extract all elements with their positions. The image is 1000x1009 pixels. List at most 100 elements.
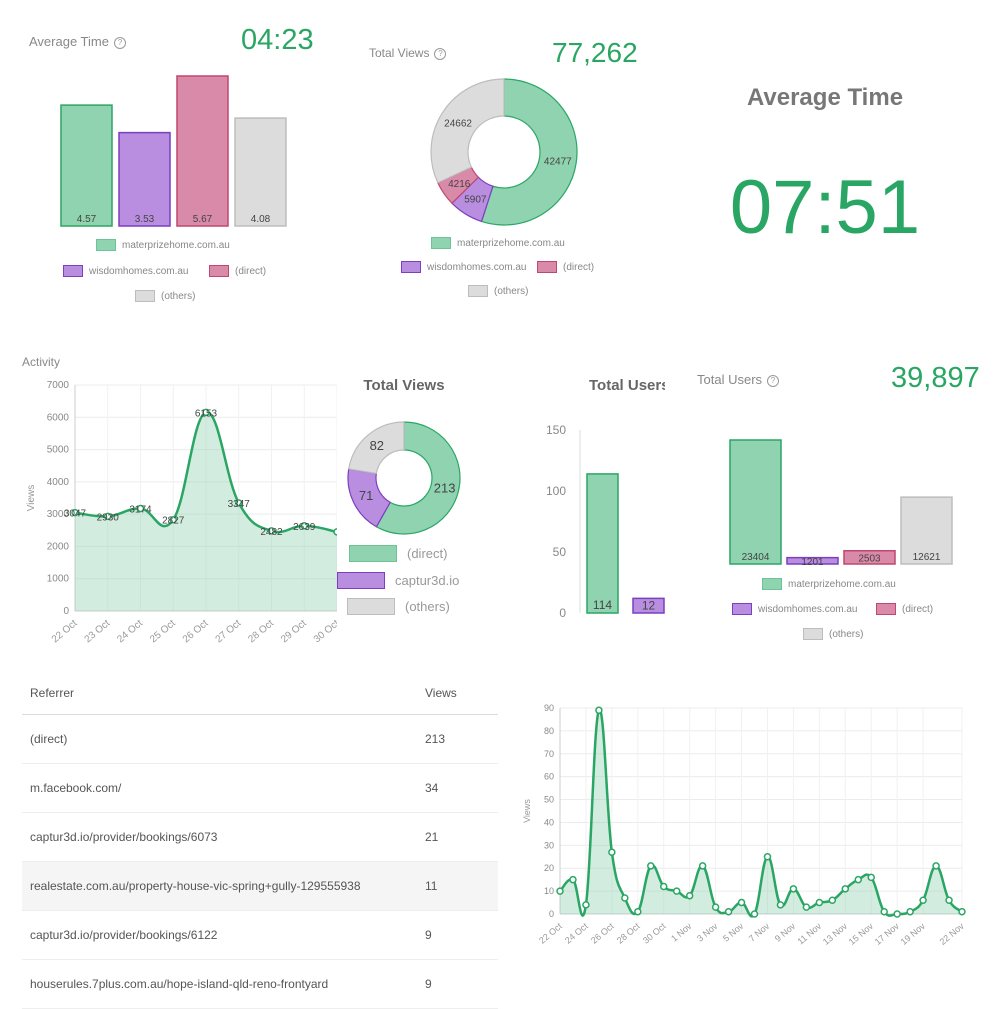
legend-swatch-materprize	[762, 578, 782, 590]
legend-item-wisdomhomes[interactable]: wisdomhomes.com.au	[401, 261, 526, 273]
bar-value-label: 1201	[801, 557, 824, 568]
data-point	[724, 907, 733, 916]
x-tick-label: 27 Oct	[214, 618, 244, 646]
views-header[interactable]: Views	[424, 672, 498, 715]
legend-item-others[interactable]: (others)	[347, 598, 450, 615]
y-tick-label: 100	[546, 484, 566, 498]
x-tick-label: 30 Oct	[312, 618, 337, 646]
legend-item-direct[interactable]: (direct)	[209, 265, 266, 277]
bar	[60, 104, 113, 227]
views-cell: 213	[424, 714, 498, 764]
legend-item-direct[interactable]: (direct)	[349, 545, 447, 562]
pie-value-label: 71	[359, 488, 373, 503]
x-tick-label: 7 Nov	[747, 921, 772, 944]
pie-value-label: 82	[370, 438, 384, 453]
data-point	[235, 499, 243, 507]
data-point	[828, 896, 837, 905]
y-tick-label: 4000	[47, 477, 70, 488]
legend-label: wisdomhomes.com.au	[758, 603, 858, 615]
referrer-header[interactable]: Referrer	[22, 672, 424, 715]
data-point	[71, 508, 79, 517]
y-tick-label: 7000	[47, 380, 70, 391]
legend-label: materprizehome.com.au	[788, 578, 896, 590]
legend-label: (others)	[829, 628, 864, 640]
bar	[900, 496, 953, 565]
data-value-label: 2639	[293, 522, 316, 533]
table-row[interactable]: houserules.7plus.com.au/hope-island-qld-…	[22, 959, 498, 1009]
avg-time-bar-chart: 4.57 3.53 5.67 4.08	[60, 75, 287, 227]
data-point	[267, 527, 276, 535]
avg-time-big-title: Average Time	[746, 84, 904, 111]
y-tick-label: 70	[544, 749, 554, 759]
table-row[interactable]: captur3d.io/provider/bookings/6073 21	[22, 812, 498, 862]
data-point	[763, 853, 772, 861]
data-point	[621, 894, 629, 902]
bar	[176, 75, 229, 227]
legend-swatch-wisdomhomes	[401, 261, 421, 273]
bar-value-label: 4.57	[77, 214, 97, 225]
table-row[interactable]: (direct) 213	[22, 714, 498, 764]
legend-item-captur3d[interactable]: captur3d.io	[337, 572, 459, 589]
legend-item-materprize[interactable]: materprizehome.com.au	[96, 239, 230, 251]
y-tick-label: 2000	[47, 541, 70, 552]
referrer-cell: m.facebook.com/	[22, 763, 424, 813]
pie-value-label: 213	[434, 481, 456, 496]
legend-item-wisdomhomes[interactable]: wisdomhomes.com.au	[63, 265, 188, 277]
legend-item-materprize[interactable]: materprizehome.com.au	[431, 237, 565, 249]
x-tick-label: 22 Oct	[50, 618, 80, 646]
legend-swatch-materprize	[96, 239, 116, 251]
referrer-cell: captur3d.io/provider/bookings/6073	[22, 812, 424, 862]
help-icon[interactable]: ?	[434, 48, 447, 60]
data-point	[300, 522, 308, 530]
legend-label: (direct)	[563, 261, 595, 273]
legend-item-others[interactable]: (others)	[468, 285, 528, 297]
data-point	[893, 910, 901, 918]
legend-label: wisdomhomes.com.au	[427, 261, 527, 273]
legend-swatch-direct	[537, 261, 557, 273]
pie-value-label: 5907	[464, 194, 487, 205]
bar	[118, 131, 171, 227]
data-point	[802, 903, 811, 911]
legend-item-materprize[interactable]: materprizehome.com.au	[762, 578, 896, 590]
y-tick-label: 40	[544, 817, 554, 827]
legend-item-direct[interactable]: (direct)	[876, 603, 933, 615]
area-fill	[560, 709, 962, 917]
x-tick-label: 19 Nov	[899, 921, 928, 947]
y-tick-label: 6000	[47, 412, 70, 423]
legend-label: materprizehome.com.au	[457, 237, 565, 249]
legend-swatch-others	[347, 598, 395, 615]
referrer-table: Referrer Views (direct) 213 m.facebook.co…	[22, 672, 498, 1009]
x-tick-label: 24 Oct	[563, 921, 590, 946]
views-cell: 34	[424, 763, 498, 813]
legend-item-wisdomhomes[interactable]: wisdomhomes.com.au	[732, 603, 857, 615]
total-views-donut-chart: 42477 5907 4216 24662	[430, 78, 578, 226]
legend-item-direct[interactable]: (direct)	[537, 261, 594, 273]
total-users-mid-title: Total Users	[589, 377, 665, 394]
legend-item-others[interactable]: (others)	[135, 290, 195, 302]
total-users-value: 39,897	[891, 362, 980, 394]
table-row[interactable]: realestate.com.au/property-house-vic-spr…	[22, 861, 498, 911]
legend-swatch-wisdomhomes	[63, 265, 83, 277]
pie-slice	[348, 421, 405, 475]
legend-item-others[interactable]: (others)	[803, 628, 863, 640]
data-point	[582, 901, 590, 909]
bar	[586, 473, 619, 614]
x-tick-label: 24 Oct	[115, 618, 145, 646]
legend-label: captur3d.io	[395, 573, 460, 588]
bar	[786, 556, 839, 565]
data-point	[104, 512, 112, 521]
bar-value-label: 23404	[742, 552, 770, 563]
help-icon[interactable]: ?	[113, 37, 126, 49]
y-tick-label: 60	[544, 772, 554, 782]
x-tick-label: 15 Nov	[847, 921, 876, 947]
total-views-label-text: Total Views	[369, 46, 430, 60]
data-point	[815, 898, 824, 907]
x-tick-label: 26 Oct	[181, 618, 211, 646]
pie-value-label: 24662	[444, 119, 472, 130]
pie-slice	[430, 78, 505, 184]
data-point	[556, 887, 564, 895]
help-icon[interactable]: ?	[767, 375, 780, 387]
table-row[interactable]: m.facebook.com/34	[22, 763, 498, 813]
table-row[interactable]: captur3d.io/provider/bookings/6122 9	[22, 910, 498, 960]
x-tick-label: 11 Nov	[795, 921, 823, 947]
